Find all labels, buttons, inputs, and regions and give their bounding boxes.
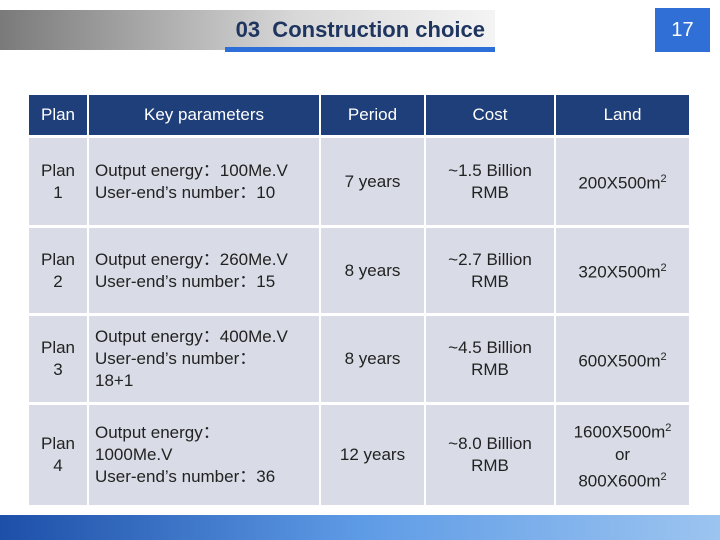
- cell-line: 2: [53, 271, 63, 291]
- cell-line: User-end’s number：15: [95, 271, 276, 291]
- cell-line: 320X500m2: [578, 257, 666, 284]
- cell-text: 200X500m: [578, 173, 661, 193]
- title: 03 Construction choice: [235, 17, 485, 42]
- superscript: 2: [660, 173, 667, 186]
- cell-line: User-end’s number：36: [95, 467, 276, 486]
- table-cell: ~2.7 Billion RMB: [426, 228, 554, 313]
- cell-line: ~1.5 Billion: [448, 160, 532, 180]
- cell-line: RMB: [471, 360, 509, 379]
- title-bar: [0, 10, 495, 50]
- cell-line: User-end’s number：: [95, 349, 257, 368]
- title-underline: [225, 47, 495, 52]
- page-number: 17: [655, 8, 710, 52]
- table-cell: Plan 4: [29, 405, 87, 505]
- cell-line: 800X600m2: [578, 466, 666, 493]
- table-cell: ~4.5 Billion RMB: [426, 316, 554, 402]
- table-cell: Plan: [29, 95, 87, 135]
- column-header: Key parameters: [144, 105, 264, 124]
- table-cell: Period: [321, 95, 424, 135]
- cell-line: RMB: [471, 182, 509, 202]
- table-cell: Plan 2: [29, 228, 87, 313]
- cell-line: Output energy：260Me.V: [95, 249, 288, 269]
- cell-text: or: [614, 445, 631, 464]
- cell-line: 1: [53, 182, 63, 202]
- superscript: 2: [660, 471, 667, 483]
- cell-line: or: [615, 444, 630, 466]
- cell-line: Output energy：100Me.V: [95, 160, 288, 180]
- table-cell: Output energy： 1000Me.V User-end’s number：…: [89, 405, 319, 505]
- cell-line: Output energy：400Me.V: [95, 327, 288, 346]
- table-cell: 8 years: [321, 228, 424, 313]
- cell-line: 4: [53, 456, 63, 475]
- cell-line: ~4.5 Billion: [448, 338, 532, 357]
- table-cell: 8 years: [321, 316, 424, 402]
- table-cell: Output energy：100Me.V User-end’s number：1…: [89, 138, 319, 225]
- table-cell: 200X500m2: [556, 138, 689, 225]
- table-cell: Plan 3: [29, 316, 87, 402]
- cell-line: Output energy：: [95, 423, 220, 442]
- column-header: Land: [603, 105, 642, 124]
- cell-line: 1000Me.V: [95, 445, 173, 464]
- cell-line: Plan: [40, 434, 76, 453]
- cell-line: ~8.0 Billion: [448, 434, 532, 453]
- cell-line: 3: [53, 360, 63, 379]
- cell-line: User-end’s number：10: [95, 182, 276, 202]
- superscript: 2: [660, 262, 667, 275]
- footer-bar: [0, 515, 720, 540]
- table-cell: Cost: [426, 95, 554, 135]
- cell-line: 18+1: [95, 371, 134, 390]
- table-cell: ~8.0 Billion RMB: [426, 405, 554, 505]
- cell-line: RMB: [471, 456, 509, 475]
- cell-line: Plan: [40, 249, 76, 269]
- table-cell: 1600X500m2 or 800X600m2: [556, 405, 689, 505]
- cell-line: 1600X500m2: [574, 417, 672, 444]
- table-cell: 320X500m2: [556, 228, 689, 313]
- table-cell: 7 years: [321, 138, 424, 225]
- column-header: Plan: [40, 105, 76, 124]
- table-cell: 600X500m2: [556, 316, 689, 402]
- table-cell: ~1.5 Billion RMB: [426, 138, 554, 225]
- cell-line: Plan: [40, 160, 76, 180]
- cell-text: 1600X500m: [573, 423, 666, 442]
- table-cell: Land: [556, 95, 689, 135]
- column-header: Cost: [472, 105, 508, 124]
- cell-line: RMB: [471, 271, 509, 291]
- superscript: 2: [660, 350, 667, 363]
- cell-line: 7 years: [344, 171, 401, 191]
- cell-line: 12 years: [339, 445, 406, 464]
- cell-line: Plan: [40, 338, 76, 357]
- cell-text: 800X600m: [578, 471, 661, 491]
- table-cell: Key parameters: [89, 95, 319, 135]
- cell-line: 8 years: [344, 349, 401, 368]
- cell-line: 8 years: [344, 260, 401, 280]
- superscript: 2: [665, 422, 672, 435]
- cell-line: ~2.7 Billion: [448, 249, 532, 269]
- cell-text: 600X500m: [578, 351, 661, 371]
- table-cell: Plan 1: [29, 138, 87, 225]
- cell-line: 200X500m2: [578, 168, 666, 195]
- table-cell: Output energy：260Me.V User-end’s number：1…: [89, 228, 319, 313]
- table-cell: Output energy：400Me.V User-end’s number： 1…: [89, 316, 319, 402]
- cell-line: 600X500m2: [578, 346, 666, 373]
- table-cell: 12 years: [321, 405, 424, 505]
- column-header: Period: [347, 105, 398, 124]
- cell-text: 320X500m: [578, 262, 661, 282]
